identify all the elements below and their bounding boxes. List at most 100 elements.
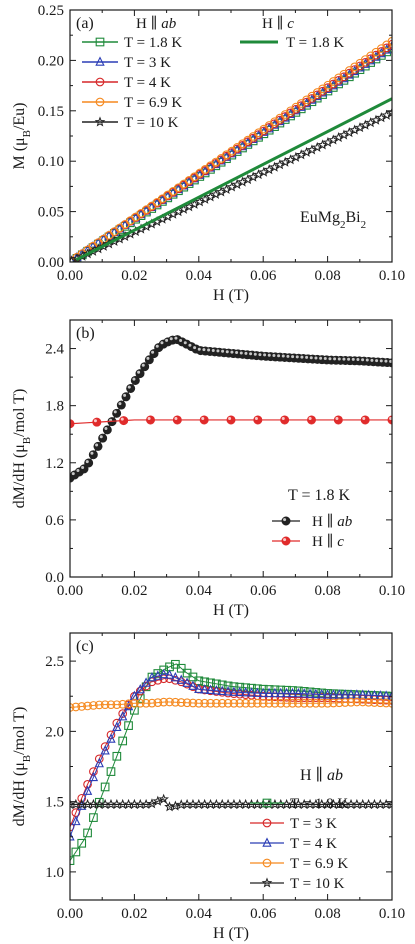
marker-highlight	[389, 359, 392, 363]
x-tick-label: 0.02	[121, 268, 147, 284]
data-point	[305, 687, 315, 697]
marker-highlight	[225, 350, 229, 354]
series-1	[70, 415, 392, 429]
data-point	[130, 705, 139, 715]
marker-highlight	[81, 466, 85, 470]
data-point	[258, 698, 268, 708]
data-point	[71, 702, 81, 712]
data-point	[217, 685, 227, 696]
data-point	[153, 670, 163, 680]
data-point	[93, 441, 103, 451]
data-point	[94, 757, 104, 768]
data-point	[235, 689, 245, 699]
data-point	[106, 767, 116, 776]
marker-highlight	[155, 344, 159, 348]
marker-highlight	[188, 343, 192, 347]
data-point	[329, 698, 338, 708]
marker-highlight	[95, 443, 99, 447]
data-point	[164, 669, 175, 679]
data-point	[229, 698, 239, 708]
data-point	[152, 795, 164, 806]
marker-highlight	[281, 354, 285, 358]
data-point	[83, 701, 92, 711]
y-tick-label: 0.6	[45, 513, 64, 529]
data-point	[322, 689, 333, 699]
marker-highlight	[244, 351, 248, 355]
legend-entry: T = 10 K	[290, 876, 345, 892]
data-point	[229, 686, 239, 696]
data-point	[88, 450, 98, 460]
data-point	[106, 700, 116, 710]
data-point	[77, 838, 87, 848]
data-point	[311, 698, 321, 708]
data-point	[360, 415, 370, 425]
data-point	[92, 417, 102, 427]
data-point	[370, 698, 379, 707]
data-point	[98, 433, 108, 443]
panel-label: (a)	[76, 15, 94, 32]
data-point	[252, 698, 262, 708]
data-point	[77, 702, 87, 711]
marker-highlight	[165, 338, 169, 342]
data-point	[112, 700, 122, 710]
marker-highlight	[174, 336, 178, 340]
data-point	[217, 698, 227, 708]
marker-highlight	[365, 358, 369, 362]
marker-highlight	[305, 355, 309, 359]
data-point	[235, 698, 245, 708]
data-point	[387, 698, 392, 708]
data-point	[299, 698, 309, 708]
data-point	[282, 698, 291, 708]
marker-highlight	[356, 358, 360, 362]
data-point	[317, 688, 327, 699]
marker-highlight	[258, 353, 262, 357]
y-tick-label: 1.8	[45, 399, 64, 415]
data-point	[276, 687, 286, 698]
marker-highlight	[230, 350, 234, 354]
data-point	[206, 698, 215, 708]
marker-highlight	[85, 460, 89, 464]
x-tick-label: 0.00	[57, 268, 83, 284]
data-point	[116, 400, 126, 410]
legend-entry: T = 4 K	[124, 75, 171, 91]
x-tick-label: 0.04	[186, 583, 213, 599]
data-point	[126, 383, 136, 393]
data-point	[182, 698, 192, 708]
data-point	[235, 682, 245, 692]
marker-highlight	[239, 351, 243, 355]
marker-highlight	[309, 356, 313, 360]
marker-highlight	[319, 356, 323, 360]
marker-highlight	[235, 351, 239, 355]
temperature-annotation: T = 1.8 K	[288, 487, 351, 504]
data-point	[199, 684, 210, 694]
data-point	[306, 415, 316, 425]
series-line	[70, 798, 392, 808]
figure-panels: H ∥ ab H ∥ c T = 1.8 K T = 3 K T = 4 K T = 6.…	[11, 3, 405, 942]
marker-highlight	[127, 385, 131, 389]
data-point	[364, 697, 373, 707]
data-point	[352, 697, 362, 707]
marker-highlight	[104, 426, 108, 430]
marker-highlight	[183, 341, 187, 345]
chart-panel-b: T = 1.8 K H ∥ ab H ∥ c 0.00 0.02 0.04 0.06 0.08…	[11, 319, 405, 619]
data-point	[176, 674, 186, 684]
legend-entry: T = 4 K	[290, 836, 337, 852]
legend-swatch-marker	[262, 858, 272, 868]
chart-panel-c: H ∥ abT = 1.8 KT = 3 KT = 4 KT = 6.9 KT …	[11, 632, 405, 942]
plot-area	[70, 335, 392, 483]
y-tick-label: 1.0	[45, 865, 64, 881]
data-point	[211, 685, 222, 695]
marker-highlight	[333, 357, 337, 361]
data-point	[387, 39, 392, 49]
x-tick-label: 0.08	[314, 583, 340, 599]
y-tick-label: 0.05	[38, 205, 64, 221]
x-tick-label: 0.06	[250, 583, 277, 599]
legend-entry: H ∥ c	[312, 533, 344, 550]
y-tick-label: 0.0	[45, 570, 64, 586]
data-point	[153, 698, 163, 707]
data-point	[205, 684, 216, 694]
data-point	[89, 701, 98, 710]
data-point	[253, 415, 263, 425]
marker-highlight	[71, 472, 75, 476]
data-point	[100, 700, 110, 710]
